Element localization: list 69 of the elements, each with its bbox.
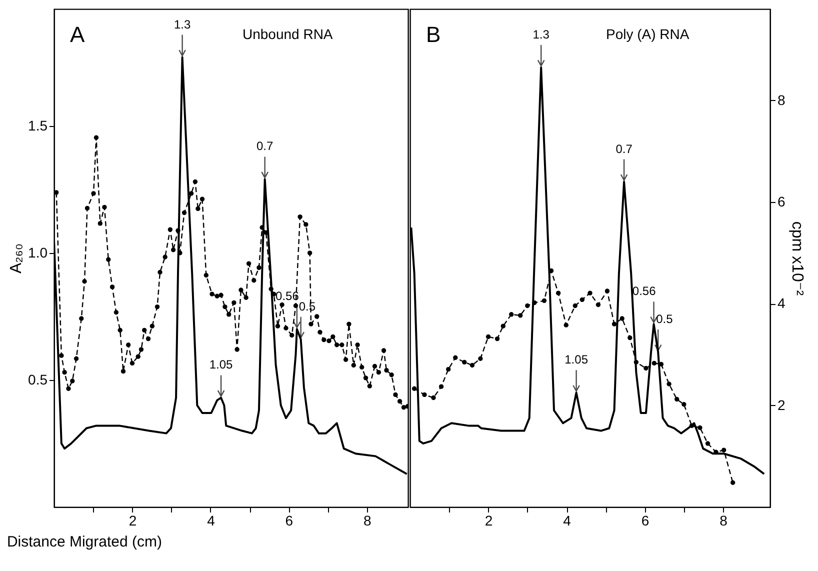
point	[518, 313, 523, 318]
point	[682, 402, 686, 407]
annotation: A	[70, 22, 85, 47]
point	[556, 290, 561, 296]
point	[634, 360, 639, 365]
point	[652, 360, 657, 366]
point	[525, 303, 530, 308]
y-tick-label: 1.0	[28, 244, 48, 260]
x-tick-label: 8	[720, 512, 728, 528]
y-tick-label: 0.5	[28, 371, 48, 388]
point	[730, 480, 736, 485]
point	[698, 425, 702, 430]
y2-tick-label: 4	[778, 295, 786, 312]
point	[453, 355, 458, 360]
point	[422, 392, 427, 398]
x-tick-label: 6	[285, 512, 294, 528]
annotation: 1.3	[532, 27, 550, 42]
annotation: B	[426, 22, 441, 47]
point	[620, 316, 624, 321]
x-tick-label: 4	[563, 512, 572, 528]
y2-tick-label: 2	[778, 396, 786, 413]
point	[644, 366, 648, 371]
annotation: 0.5	[656, 312, 674, 326]
point	[486, 334, 491, 340]
point	[580, 297, 585, 302]
point	[666, 382, 672, 386]
point	[431, 395, 436, 400]
annotation: 1.05	[564, 352, 588, 367]
x-tick-label: 8	[364, 512, 372, 528]
point	[628, 335, 632, 340]
annotation: 0.5	[298, 299, 316, 314]
annotation: 1.05	[209, 358, 234, 372]
point	[721, 448, 726, 452]
point	[674, 396, 680, 402]
point	[470, 362, 475, 368]
y-tick-label: 1.5	[28, 117, 48, 134]
annotation: 0.7	[256, 139, 274, 154]
point	[588, 290, 592, 296]
point	[604, 288, 610, 294]
x-tick-label: 4	[207, 512, 216, 528]
annotation: 0.56	[276, 289, 300, 304]
point	[478, 356, 483, 361]
point	[462, 360, 467, 365]
point	[689, 423, 694, 428]
y-axis-title: A₂₆₀	[8, 244, 26, 274]
point	[532, 300, 537, 306]
point	[438, 384, 444, 389]
x-tick-label: 2	[128, 512, 137, 528]
point	[509, 312, 514, 317]
point	[446, 366, 451, 372]
annotation: 1.3	[174, 17, 191, 32]
y2-axis-title: cpm x10⁻²	[788, 221, 806, 296]
point	[612, 322, 617, 326]
y2-tick-label: 8	[778, 92, 786, 108]
point	[572, 303, 578, 308]
annotation: 0.7	[616, 142, 633, 156]
point	[494, 336, 500, 342]
point	[412, 386, 417, 391]
point	[596, 302, 601, 308]
x-axis-title: Distance Migrated (cm)	[6, 534, 162, 551]
x-tick-label: 6	[641, 512, 650, 528]
point	[500, 324, 506, 328]
y2-tick-label: 6	[778, 194, 786, 210]
point	[542, 298, 547, 304]
point	[705, 441, 710, 446]
text: Unbound RNA	[242, 26, 334, 42]
point	[564, 322, 568, 328]
x-tick-label: 2	[484, 512, 493, 528]
text: Poly (A) RNA	[606, 26, 690, 42]
